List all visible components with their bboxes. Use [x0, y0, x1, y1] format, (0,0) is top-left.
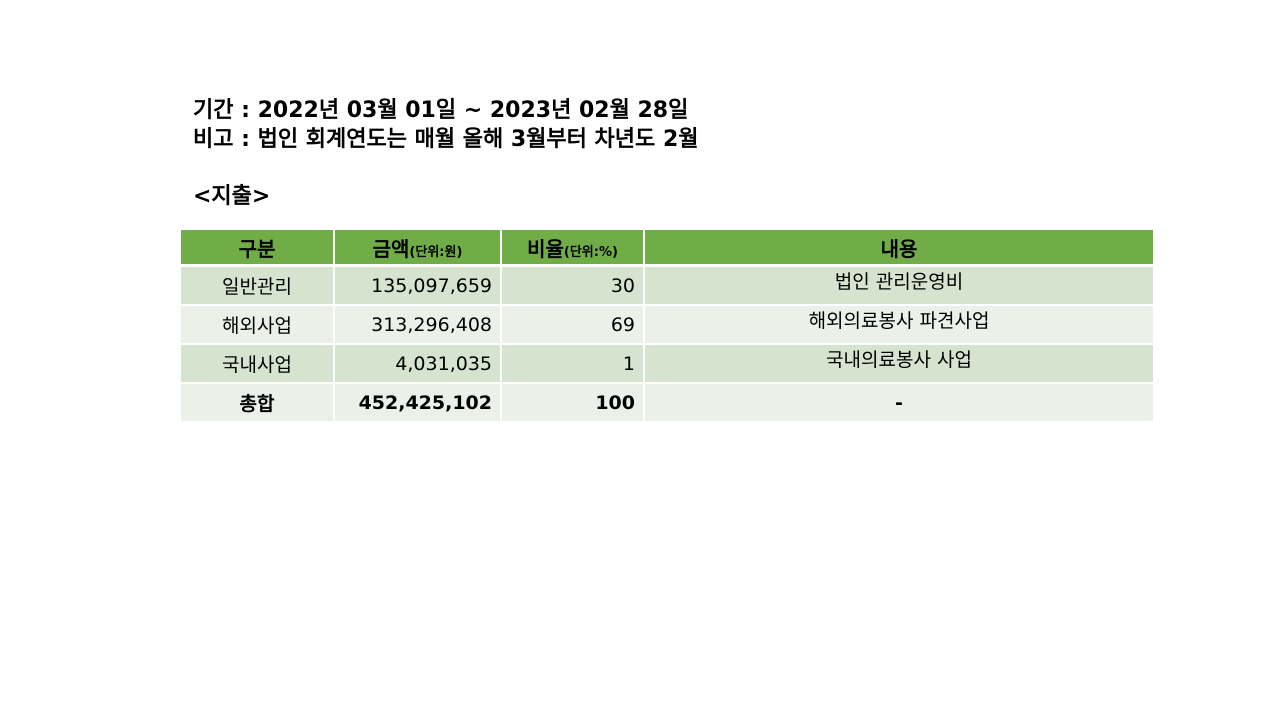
description-cell: 법인 관리운영비 [644, 265, 1153, 306]
table-header-row: 구분 금액(단위:원) 비율(단위:%) 내용 [181, 230, 1153, 267]
expense-table: 구분 금액(단위:원) 비율(단위:%) 내용 일반관리 135,097,659… [181, 230, 1153, 423]
ratio-cell: 69 [501, 305, 645, 345]
total-amount-cell: 452,425,102 [334, 383, 502, 423]
category-cell: 국내사업 [181, 344, 335, 384]
table-row: 국내사업 4,031,035 1 국내의료봉사 사업 [181, 344, 1153, 384]
total-ratio-cell: 100 [501, 383, 645, 423]
ratio-unit: (단위:%) [563, 244, 618, 260]
total-category-cell: 총합 [181, 383, 335, 423]
header-ratio: 비율(단위:%) [501, 230, 645, 267]
info-header: 기간 : 2022년 03월 01일 ~ 2023년 02월 28일 비고 : … [193, 96, 699, 154]
category-cell: 해외사업 [181, 305, 335, 345]
note-text: 비고 : 법인 회계연도는 매월 올해 3월부터 차년도 2월 [193, 127, 699, 152]
header-amount: 금액(단위:원) [334, 230, 502, 267]
period-text: 기간 : 2022년 03월 01일 ~ 2023년 02월 28일 [193, 98, 689, 123]
description-cell: 국내의료봉사 사업 [644, 344, 1153, 384]
total-row: 총합 452,425,102 100 - [181, 383, 1153, 423]
table-row: 일반관리 135,097,659 30 법인 관리운영비 [181, 265, 1153, 306]
total-description-cell: - [644, 383, 1153, 423]
amount-cell: 313,296,408 [334, 305, 502, 345]
ratio-cell: 1 [501, 344, 645, 384]
section-title: <지출> [193, 184, 271, 209]
ratio-cell: 30 [501, 265, 645, 306]
amount-cell: 135,097,659 [334, 265, 502, 306]
category-cell: 일반관리 [181, 265, 335, 306]
description-cell: 해외의료봉사 파견사업 [644, 305, 1153, 345]
header-category: 구분 [181, 230, 335, 267]
table-row: 해외사업 313,296,408 69 해외의료봉사 파견사업 [181, 305, 1153, 345]
amount-cell: 4,031,035 [334, 344, 502, 384]
header-description: 내용 [644, 230, 1153, 267]
amount-unit: (단위:원) [409, 244, 463, 260]
